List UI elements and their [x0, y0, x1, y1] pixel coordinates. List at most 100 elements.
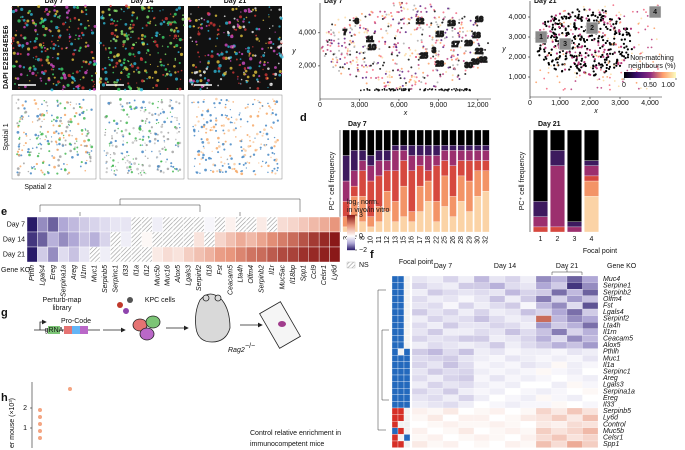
cell-dot — [401, 84, 404, 87]
map-speck — [267, 171, 269, 174]
cell-dot — [556, 75, 559, 78]
cell-dot — [565, 52, 568, 55]
map-speck — [197, 106, 200, 108]
cell-dot — [619, 52, 623, 56]
map-speck — [37, 136, 39, 138]
map-speck — [176, 117, 178, 119]
cell-dot — [551, 39, 554, 42]
cell-dot — [565, 57, 568, 60]
map-speck — [174, 144, 177, 147]
image-speck — [219, 78, 223, 81]
focal-point-box — [534, 30, 548, 44]
cell-dot — [359, 19, 362, 22]
image-speck — [174, 71, 177, 74]
heatmap-cell — [520, 322, 537, 329]
cell-dot — [403, 54, 406, 57]
bar-segment — [584, 160, 599, 166]
image-speck — [198, 69, 202, 73]
cell-dot — [627, 53, 630, 56]
heatmap-cell — [458, 295, 475, 303]
cell-dot — [593, 37, 596, 41]
row-label: Serpine1 — [603, 283, 631, 290]
heatmap-cell — [566, 348, 583, 356]
map-speck — [103, 133, 107, 137]
image-speck — [198, 26, 201, 29]
cell-dot — [374, 89, 376, 91]
heatmap-cell — [458, 388, 475, 395]
cell-dot — [460, 39, 463, 42]
cell-dot — [598, 11, 601, 14]
bar-segment — [375, 129, 383, 151]
column-group-label: Day 14 — [494, 263, 516, 270]
cell-dot — [364, 28, 367, 31]
panel-label: f — [370, 249, 374, 261]
image-speck — [178, 87, 182, 91]
cell-dot — [621, 33, 624, 37]
map-speck — [19, 118, 21, 120]
bar-segment — [465, 211, 474, 233]
map-speck — [236, 171, 239, 174]
image-speck — [25, 23, 29, 27]
cell-dot — [573, 55, 576, 58]
heatmap-cell — [473, 282, 490, 290]
heatmap-cell — [458, 302, 475, 310]
heatmap-cell — [566, 289, 583, 296]
row-label: Muc4 — [603, 276, 620, 283]
cell-dot — [617, 61, 620, 64]
map-speck — [27, 170, 30, 173]
map-speck — [174, 138, 177, 141]
annotation-cell — [391, 421, 399, 428]
heatmap-cell — [427, 289, 444, 296]
image-speck — [175, 8, 179, 12]
heatmap-cell — [427, 282, 444, 290]
map-speck — [31, 147, 34, 150]
image-speck — [148, 10, 151, 13]
cell-dot — [399, 77, 402, 80]
bar-segment — [367, 129, 375, 156]
map-speck — [170, 165, 173, 168]
panel-label: e — [1, 206, 7, 218]
image-speck — [199, 61, 201, 63]
cell-dot — [605, 63, 608, 67]
cell-dot — [354, 33, 357, 36]
map-speck — [20, 154, 23, 157]
map-speck — [133, 162, 137, 165]
map-speck — [175, 100, 178, 104]
bar-segment — [474, 170, 482, 197]
annotation-cell — [403, 421, 411, 428]
cell-dot — [626, 48, 629, 51]
image-speck — [147, 50, 150, 52]
x-tick-label: 13 — [392, 236, 399, 244]
annotation-cell — [397, 401, 405, 409]
image-speck — [246, 49, 250, 53]
map-speck — [17, 173, 20, 177]
annotation-cell — [403, 302, 411, 310]
cell-dot — [425, 50, 428, 53]
cell-dot — [388, 81, 391, 84]
cell-dot — [565, 15, 568, 18]
cell-dot — [597, 37, 600, 40]
image-speck — [81, 9, 83, 12]
image-speck — [209, 37, 211, 39]
map-speck — [87, 138, 91, 142]
cell-dot — [453, 27, 456, 30]
map-speck — [229, 143, 232, 146]
image-speck — [90, 29, 93, 31]
bar-segment — [465, 180, 474, 212]
map-speck — [19, 117, 21, 119]
bar-segment — [342, 155, 350, 182]
cell-dot — [601, 51, 604, 54]
map-speck — [64, 168, 66, 170]
map-speck — [126, 150, 129, 154]
heatmap-cell — [473, 388, 490, 395]
heatmap-cell — [308, 246, 320, 263]
image-speck — [34, 24, 37, 27]
annotation-cell — [391, 414, 399, 422]
cell-dot — [609, 28, 612, 32]
map-speck — [86, 159, 88, 162]
image-speck — [76, 5, 79, 8]
image-speck — [258, 40, 261, 42]
map-speck — [17, 124, 20, 127]
cell-dot — [333, 39, 336, 42]
image-speck — [100, 16, 104, 20]
